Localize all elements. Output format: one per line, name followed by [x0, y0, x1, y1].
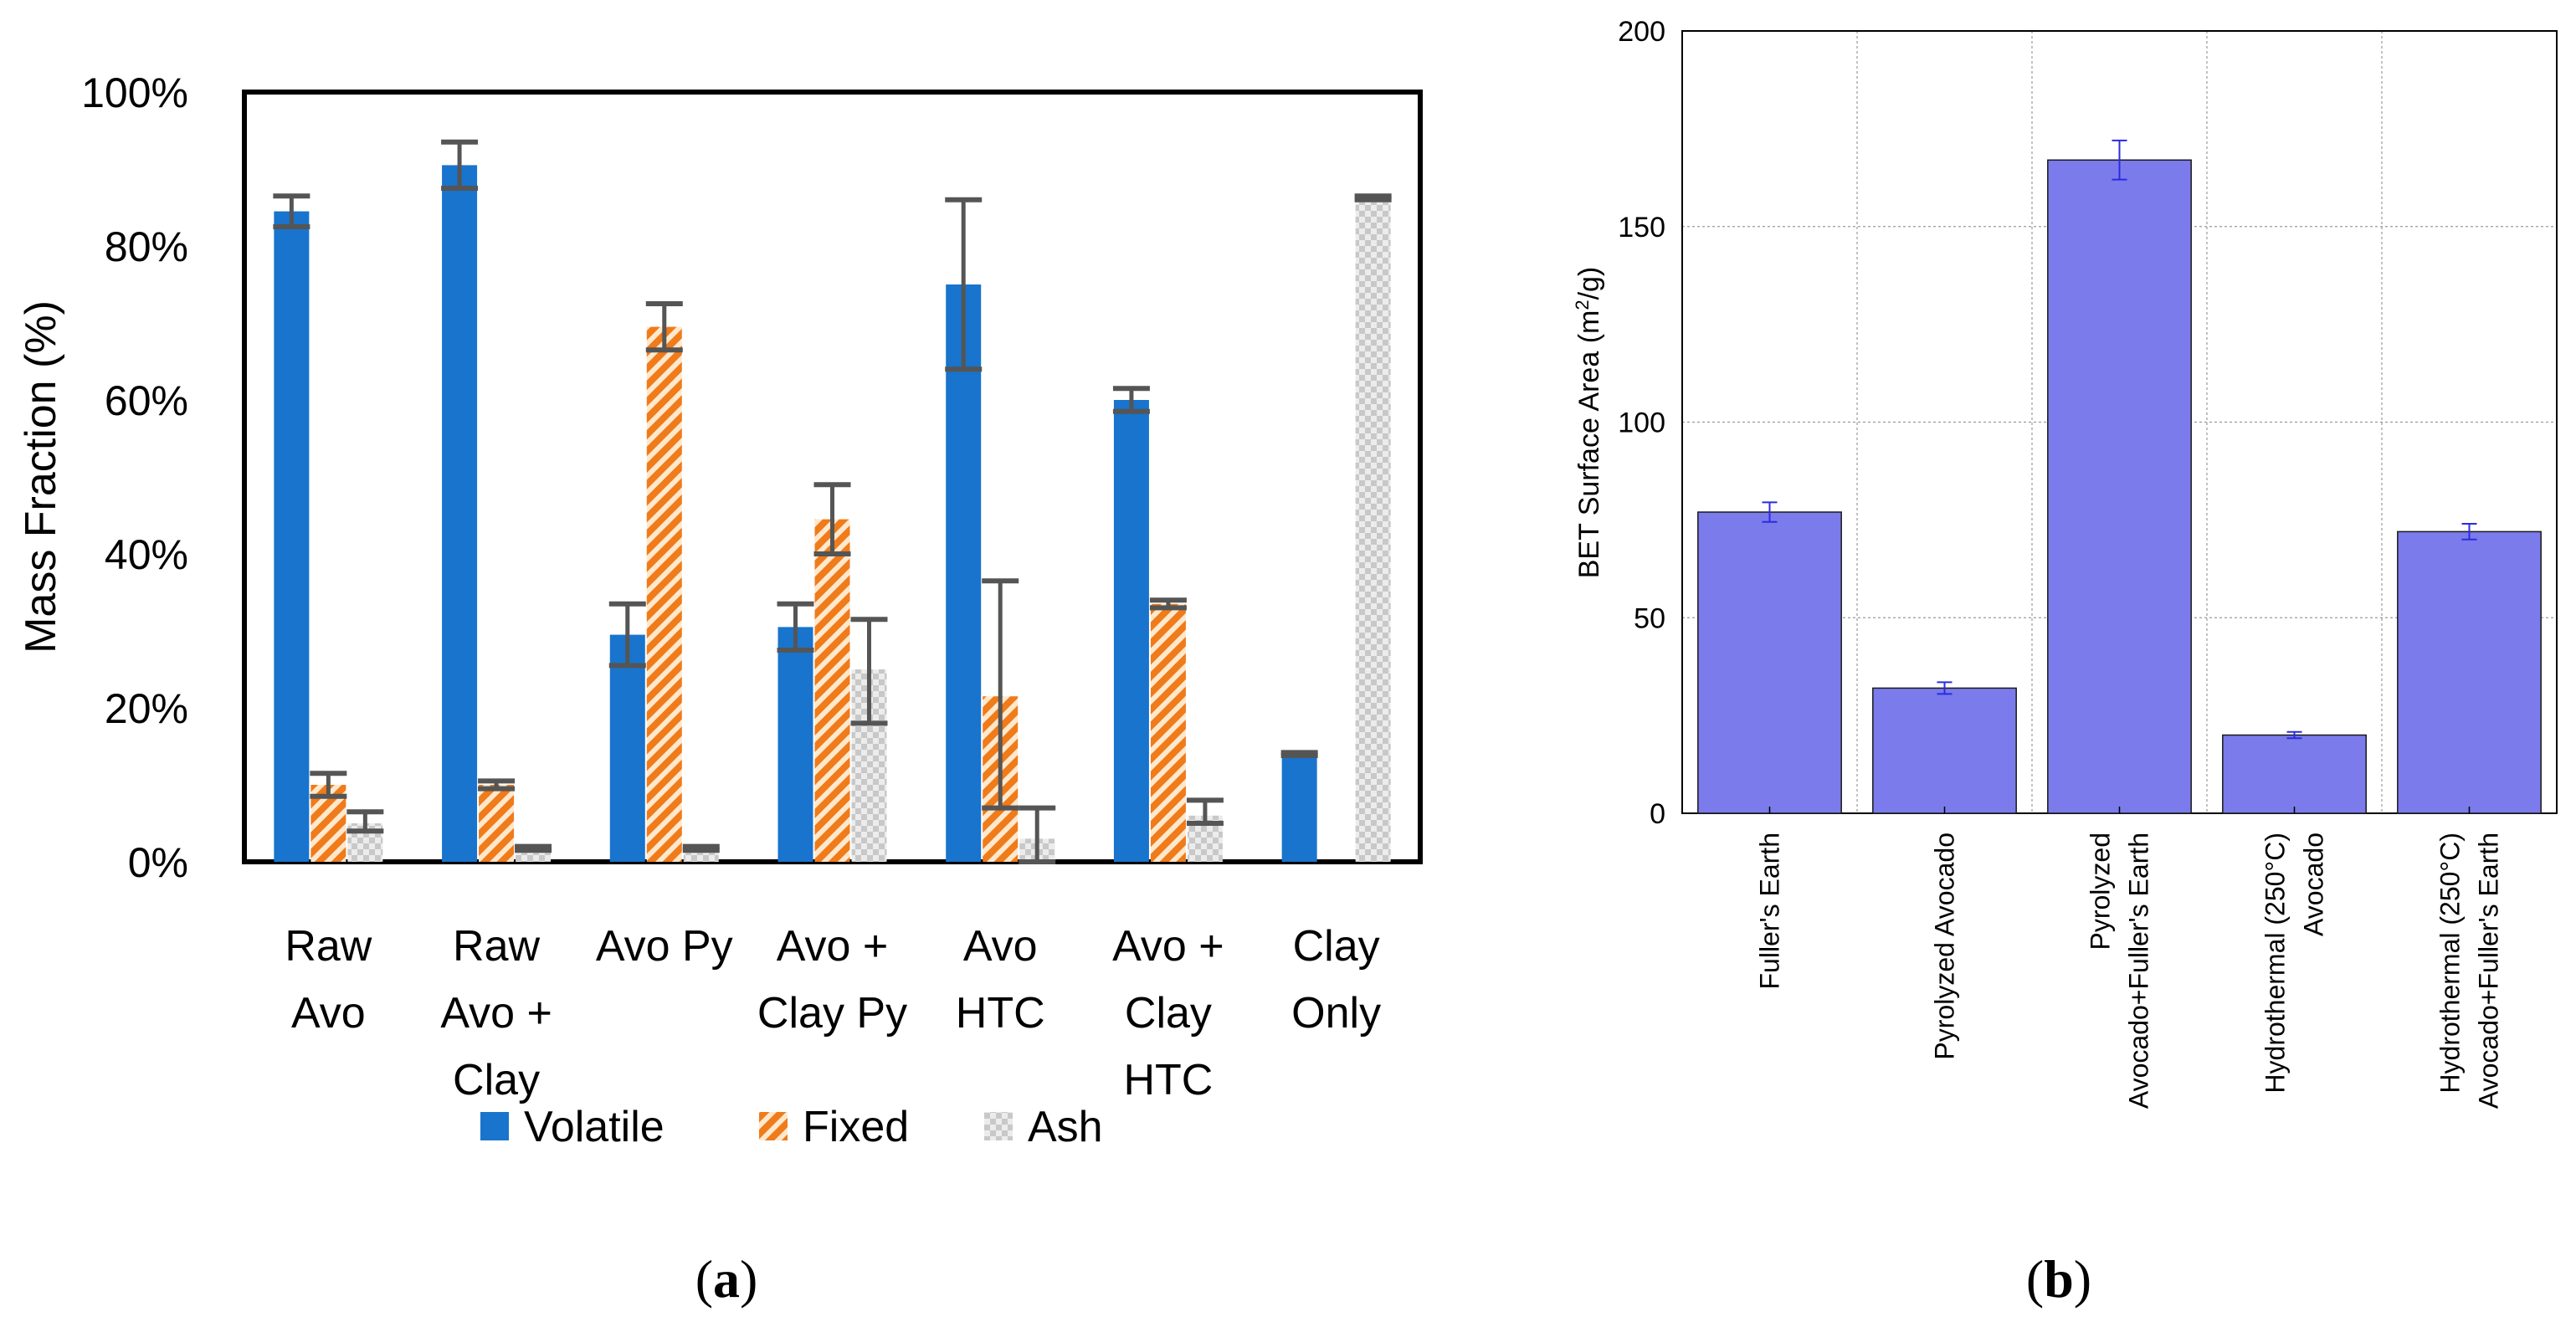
chart-b-x-tick-label: Hydrothermal (250°C) [2260, 833, 2291, 1094]
bar-bet-hydrothermal-250-c-avocado [2222, 734, 2367, 814]
bar-volatile-avo-clay-htc [1113, 400, 1149, 862]
bet-surface-area-chart: 0 50 100 150 200 BET Surface Area (m2/g) Ful… [1572, 16, 2558, 1309]
chart-a-x-tick-label: Avo + [777, 922, 888, 971]
bar-fixed-avo-clay-py [814, 519, 850, 862]
chart-a-x-tick-label: Avo Py [596, 922, 733, 971]
bar-ash-clay-only [1355, 199, 1391, 863]
chart-b-x-tick-label: Avocado [2299, 833, 2329, 936]
bar-volatile-avo-htc [946, 284, 982, 862]
bar-volatile-raw-avo [274, 211, 310, 863]
chart-a-x-tick-label: Raw [285, 922, 372, 971]
chart-a-y-tick-label: 60% [105, 377, 188, 424]
chart-a-x-tick-label: Only [1291, 989, 1381, 1038]
chart-b-x-tick-label: Pyrolyzed Avocado [1930, 833, 1960, 1060]
chart-a-x-tick-label: HTC [956, 989, 1045, 1038]
legend-label-fixed: Fixed [803, 1103, 909, 1151]
chart-b-x-tick-label: Fuller's Earth [1755, 833, 1785, 990]
bar-fixed-avo-py [646, 326, 682, 863]
chart-b-x-tick-label: Hydrothermal (250°C) [2435, 833, 2466, 1094]
bar-bet-fuller-s-earth [1697, 511, 1842, 814]
chart-a-x-tick-label: Clay [1293, 922, 1380, 971]
chart-a-y-axis-label: Mass Fraction (%) [17, 300, 65, 653]
bar-volatile-clay-only [1281, 754, 1317, 862]
chart-a-x-tick-label: Avo [963, 922, 1038, 971]
bar-bet-hydrothermal-250-c-avocado-fuller-s-earth [2397, 530, 2542, 814]
bar-volatile-raw-avo-clay [442, 165, 478, 862]
chart-a-y-tick-label: 0% [128, 839, 188, 886]
chart-a-x-tick-label: Avo [291, 989, 366, 1038]
chart-a-y-tick-label: 20% [105, 685, 188, 732]
chart-a-y-tick-label: 100% [81, 69, 188, 116]
bar-volatile-avo-py [609, 634, 645, 862]
chart-a-x-tick-label: Clay [453, 1056, 540, 1104]
panel-label-a: (a) [695, 1249, 758, 1309]
chart-b-y-tick-label: 50 [1634, 602, 1665, 634]
bar-volatile-avo-clay-py [777, 627, 813, 862]
chart-b-y-tick-label: 100 [1618, 407, 1665, 439]
panel-label-b: (b) [2026, 1249, 2091, 1309]
chart-a-legend: Volatile Fixed Ash [480, 1103, 1103, 1151]
chart-a-x-tick-label: HTC [1123, 1056, 1213, 1104]
bar-bet-pyrolyzed-avocado-fuller-s-earth [2047, 159, 2192, 814]
chart-a-x-tick-label: Clay Py [757, 989, 907, 1038]
chart-a-x-tick-label: Raw [453, 922, 540, 971]
chart-b-x-tick-label: Pyrolyzed [2086, 833, 2116, 951]
legend-label-volatile: Volatile [524, 1103, 665, 1151]
bar-fixed-raw-avo-clay [479, 785, 515, 862]
chart-a-y-tick-label: 40% [105, 531, 188, 578]
bar-bet-pyrolyzed-avocado [1872, 687, 2017, 814]
legend-swatch-fixed [759, 1112, 788, 1140]
chart-a-y-tick-label: 80% [105, 223, 188, 270]
chart-b-x-tick-label: Avocado+Fuller's Earth [2474, 833, 2504, 1109]
bar-ash-avo-py [683, 850, 719, 862]
legend-swatch-volatile [480, 1112, 509, 1140]
chart-b-y-axis-label: BET Surface Area (m2/g) [1572, 267, 1606, 579]
chart-b-x-tick-label: Avocado+Fuller's Earth [2124, 833, 2154, 1109]
mass-fraction-chart: 0% 20% 40% 60% 80% 100% Mass Fraction (%) Raw… [17, 69, 1423, 1309]
chart-b-y-tick-label: 150 [1618, 212, 1665, 243]
bar-fixed-avo-clay-htc [1150, 603, 1186, 862]
chart-b-y-tick-label: 200 [1618, 16, 1665, 48]
legend-swatch-ash [984, 1112, 1013, 1140]
chart-a-x-tick-label: Avo + [1112, 922, 1224, 971]
chart-a-x-tick-label: Clay [1125, 989, 1212, 1038]
chart-b-y-tick-label: 0 [1650, 798, 1665, 830]
legend-label-ash: Ash [1028, 1103, 1103, 1151]
chart-a-x-tick-label: Avo + [440, 989, 552, 1038]
